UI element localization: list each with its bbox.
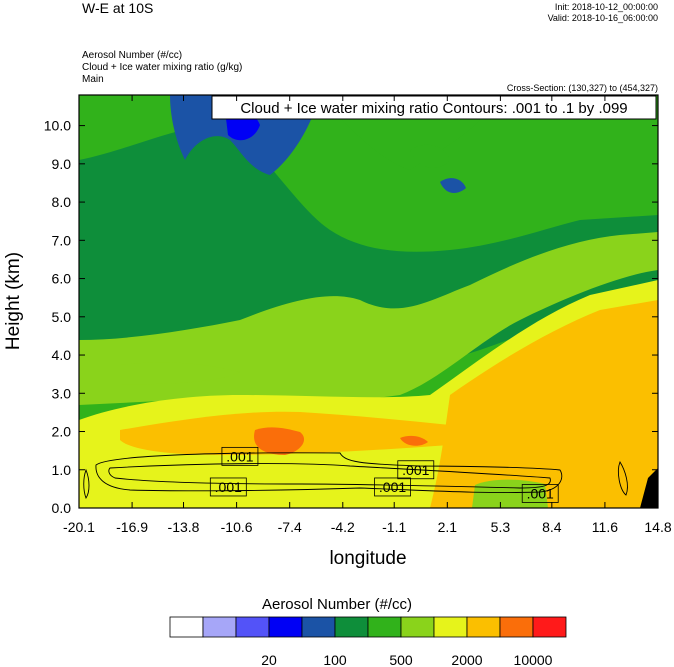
colorbar-swatch bbox=[466, 616, 501, 638]
contour-label: .001 bbox=[221, 446, 259, 466]
y-tick-label: 0.0 bbox=[52, 500, 72, 516]
contour-info-text: Cloud + Ice water mixing ratio Contours:… bbox=[240, 100, 627, 117]
x-tick-label: 2.1 bbox=[438, 519, 458, 535]
contour-label: .001 bbox=[209, 477, 247, 497]
contour-info-box: Cloud + Ice water mixing ratio Contours:… bbox=[211, 95, 657, 120]
x-axis: -20.1 -16.9 -13.8 -10.6 -7.4 -4.2 -1.1 2.1 5.3 8.… bbox=[63, 95, 672, 535]
plot-frame bbox=[78, 94, 659, 509]
x-axis-label: longitude bbox=[329, 548, 406, 569]
x-tick-label: 5.3 bbox=[491, 519, 511, 535]
field-label-aerosol: Aerosol Number (#/cc) bbox=[82, 50, 183, 61]
x-tick-label: -7.4 bbox=[278, 519, 302, 535]
colorbar-label: 2000 bbox=[451, 652, 482, 667]
contour-label-text: .001 bbox=[215, 479, 242, 495]
y-tick-label: 1.0 bbox=[52, 462, 72, 478]
y-tick-label: 7.0 bbox=[52, 232, 72, 248]
x-tick-label: -10.6 bbox=[221, 519, 253, 535]
x-tick-label: -16.9 bbox=[116, 519, 148, 535]
x-tick-label: -4.2 bbox=[331, 519, 355, 535]
colorbar-swatch bbox=[268, 616, 303, 638]
init-time: Init: 2018-10-12_00:00:00 bbox=[554, 2, 658, 12]
y-tick-label: 5.0 bbox=[52, 309, 72, 325]
x-tick-label: -1.1 bbox=[382, 519, 406, 535]
colorbar-swatch bbox=[367, 616, 402, 638]
colorbar-swatch bbox=[301, 616, 336, 638]
colorbar-swatch bbox=[235, 616, 270, 638]
colorbar-swatch bbox=[433, 616, 468, 638]
colorbar-swatch bbox=[334, 616, 369, 638]
chart-title: W-E at 10S bbox=[82, 0, 154, 16]
y-tick-label: 10.0 bbox=[44, 118, 71, 134]
colorbar: 20 100 500 2000 10000 bbox=[169, 616, 567, 667]
y-tick-label: 8.0 bbox=[52, 194, 72, 210]
colorbar-label: 20 bbox=[261, 652, 277, 667]
x-tick-label: -13.8 bbox=[168, 519, 200, 535]
contour-label-text: .001 bbox=[527, 485, 554, 501]
x-tick-label: 11.6 bbox=[592, 519, 618, 535]
colorbar-label: 500 bbox=[389, 652, 413, 667]
colorbar-label: 10000 bbox=[514, 652, 553, 667]
x-tick-label: 14.8 bbox=[644, 519, 671, 535]
y-tick-label: 6.0 bbox=[52, 271, 72, 287]
colorbar-swatch bbox=[499, 616, 534, 638]
colorbar-swatch bbox=[400, 616, 435, 638]
y-tick-label: 3.0 bbox=[52, 385, 72, 401]
colorbar-title: Aerosol Number (#/cc) bbox=[261, 596, 413, 613]
contour-label-text: .001 bbox=[379, 479, 406, 495]
y-axis-label: Height (km) bbox=[3, 252, 24, 350]
y-tick-label: 2.0 bbox=[52, 424, 72, 440]
x-tick-label: 8.4 bbox=[542, 519, 562, 535]
contour-label: .001 bbox=[521, 484, 559, 503]
cloud-ice-contours bbox=[83, 452, 628, 499]
y-tick-label: 9.0 bbox=[52, 156, 72, 172]
colorbar-swatch bbox=[532, 616, 567, 638]
y-axis: 0.0 1.0 2.0 3.0 4.0 5.0 6.0 7.0 8.0 9.0 10.0 bbox=[44, 118, 658, 516]
colorbar-label: 100 bbox=[323, 652, 347, 667]
colorbar-swatch bbox=[169, 616, 204, 638]
contour-label-text: .001 bbox=[402, 462, 429, 478]
y-tick-label: 4.0 bbox=[52, 347, 72, 363]
contour-label: .001 bbox=[397, 460, 435, 480]
x-tick-label: -20.1 bbox=[63, 519, 95, 535]
contour-label: .001 bbox=[374, 477, 411, 497]
cross-section-label: Cross-Section: (130,327) to (454,327) bbox=[506, 83, 658, 93]
filled-contours bbox=[79, 95, 658, 508]
contour-labels: .001.001.001.001.001 bbox=[209, 446, 559, 503]
contour-label-text: .001 bbox=[226, 448, 253, 464]
colorbar-swatch bbox=[202, 616, 237, 638]
field-label-cloud-ice: Cloud + Ice water mixing ratio (g/kg) bbox=[82, 62, 243, 73]
valid-time: Valid: 2018-10-16_06:00:00 bbox=[547, 13, 658, 23]
field-label-main: Main bbox=[82, 74, 104, 85]
